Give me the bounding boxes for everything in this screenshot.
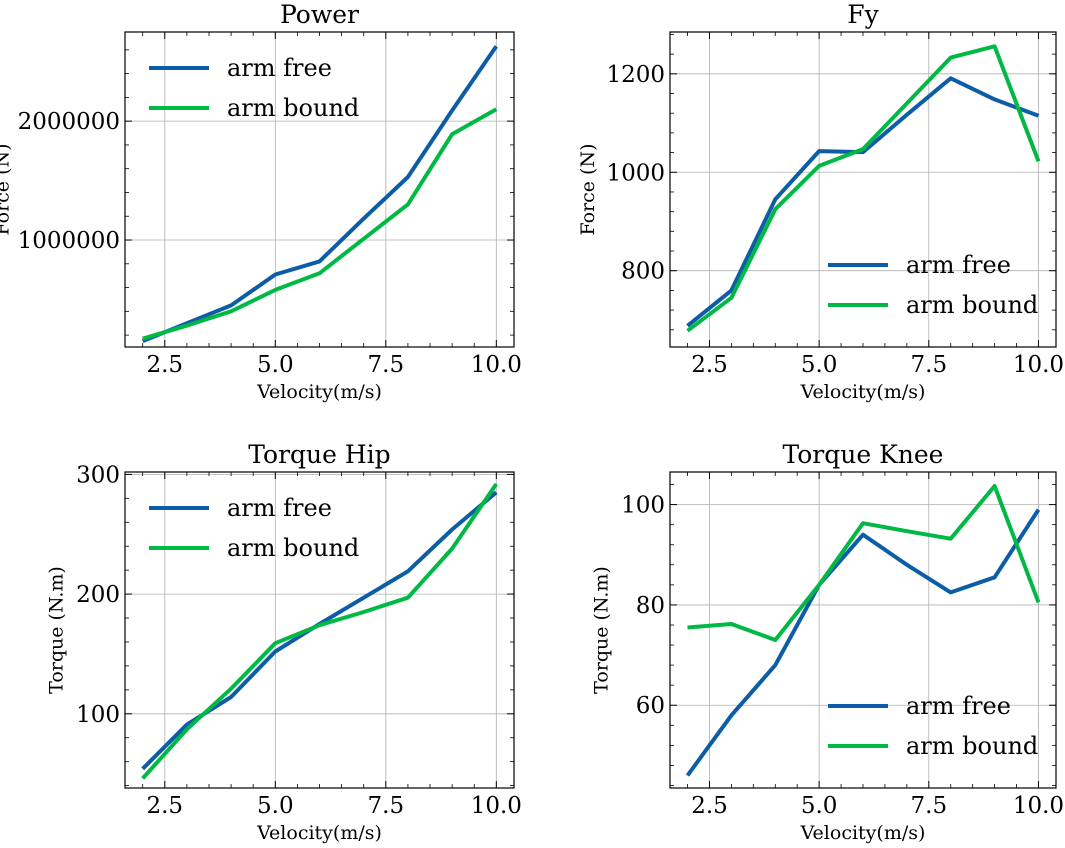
series-line-arm-free [685,508,1041,777]
y-tick-label: 60 [636,693,665,719]
y-tick-label: 800 [621,259,665,285]
y-tick-label: 1000000 [18,228,120,254]
y-tick-label: 2000000 [18,109,120,135]
x-axis-label: Velocity(m/s) [800,381,926,403]
x-tick-label: 2.5 [691,793,728,819]
subplot-4: 2.5 5.0 7.5 10.0 60 80 100 Torque Knee Velocity(… [591,440,1065,844]
y-tick-label: 1200 [606,62,665,88]
x-tick-label: 2.5 [691,352,728,378]
x-axis-label: Velocity(m/s) [256,822,382,844]
y-axis-label: Force (N) [577,143,599,235]
legend: arm free arm bound [828,251,1038,319]
chart-title: Torque Hip [248,440,390,469]
x-tick-label: 5.0 [257,793,294,819]
legend-label: arm free [906,251,1011,279]
y-axis-label: Force (N) [0,143,14,235]
chart-title: Fy [847,0,879,29]
x-axis-label: Velocity(m/s) [256,381,382,403]
series-line-arm-free [686,76,1040,328]
legend: arm free arm bound [149,494,359,562]
x-tick-label: 2.5 [146,793,183,819]
x-tick-label: 10.0 [471,352,522,378]
y-axis-label: Torque (N.m) [46,566,68,694]
legend: arm free arm bound [828,692,1038,760]
series-line-arm-free [141,45,498,343]
series-line-arm-bound [141,482,498,780]
x-tick-label: 10.0 [1013,793,1064,819]
legend-label: arm bound [906,291,1038,319]
legend-label: arm free [227,494,332,522]
plot-frame [124,471,515,789]
x-axis-label: Velocity(m/s) [800,822,926,844]
subplot-3: 2.5 5.0 7.5 10.0 100 200 300 Torque Hip Velocity… [46,440,522,844]
y-tick-label: 100 [621,493,665,519]
plot-frame [669,31,1057,348]
chart-title: Power [280,0,359,29]
legend-label: arm free [227,54,332,82]
legend-label: arm bound [227,534,359,562]
chart-title: Torque Knee [783,440,944,469]
x-tick-label: 5.0 [257,352,294,378]
subplot-1: 2.5 5.0 7.5 10.0 1000000 2000000 Power Velocity… [0,0,522,403]
plot-frame [669,471,1057,789]
x-tick-label: 10.0 [1013,352,1064,378]
y-tick-label: 100 [76,702,120,728]
x-tick-label: 7.5 [368,793,405,819]
series-line-arm-bound [687,484,1041,642]
x-tick-label: 7.5 [368,352,405,378]
y-tick-label: 200 [76,582,120,608]
series-line-arm-bound [686,44,1041,333]
legend-label: arm bound [227,94,359,122]
x-tick-label: 5.0 [801,793,838,819]
plot-frame [124,31,515,348]
x-tick-label: 7.5 [911,793,948,819]
x-tick-label: 10.0 [471,793,522,819]
series-line-arm-bound [142,107,498,341]
subplot-2: 2.5 5.0 7.5 10.0 800 1000 1200 Fy Velocity(m/s) F… [577,0,1064,403]
legend-label: arm free [906,692,1011,720]
legend: arm free arm bound [149,54,359,122]
x-tick-label: 7.5 [911,352,948,378]
y-tick-label: 300 [76,462,120,488]
y-tick-label: 80 [636,593,665,619]
y-axis-label: Torque (N.m) [591,566,613,694]
x-tick-label: 2.5 [146,352,183,378]
x-tick-label: 5.0 [801,352,838,378]
legend-label: arm bound [906,732,1038,760]
y-tick-label: 1000 [606,160,665,186]
